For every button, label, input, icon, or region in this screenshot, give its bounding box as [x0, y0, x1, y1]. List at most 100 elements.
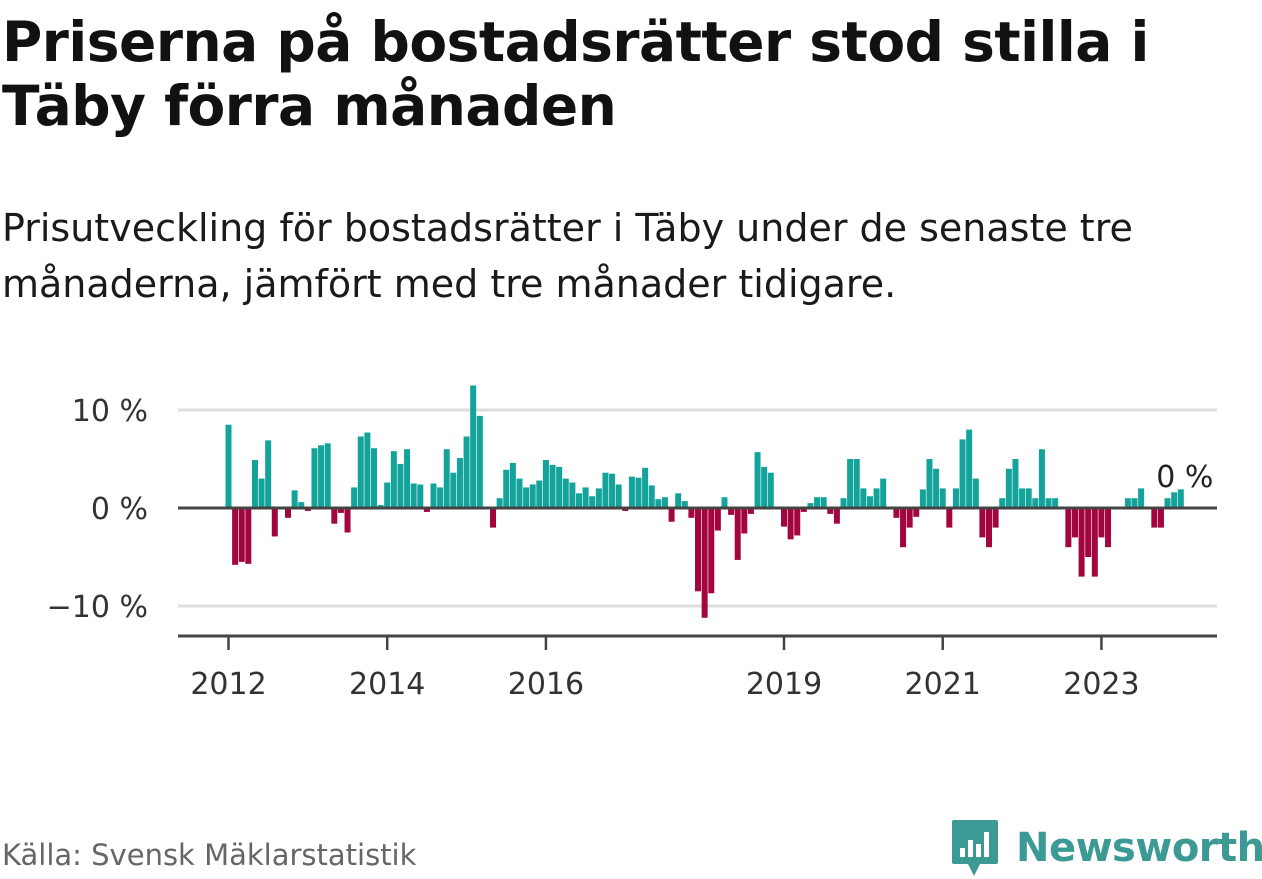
bar [767, 472, 774, 508]
source-note: Källa: Svensk Mäklarstatistik [2, 838, 417, 872]
bar [853, 459, 860, 508]
bar [357, 436, 364, 508]
bar [926, 459, 933, 508]
brand-logo[interactable]: Newsworthy [950, 818, 1262, 878]
bar [741, 508, 748, 534]
bar [437, 487, 444, 508]
bar [1038, 449, 1045, 508]
bar [933, 468, 940, 508]
bar [476, 415, 483, 508]
bar [714, 508, 721, 531]
y-tick-label: 0 % [91, 492, 148, 527]
bar [582, 487, 589, 508]
bar [1177, 489, 1184, 508]
bar [807, 503, 814, 508]
bar [1078, 508, 1085, 577]
bar [1131, 498, 1138, 508]
bar [509, 462, 516, 508]
newsworthy-logo-icon [952, 820, 998, 876]
bar [1164, 498, 1171, 508]
bar [556, 466, 563, 508]
bar [615, 484, 622, 508]
bar [410, 483, 417, 508]
bar [966, 429, 973, 508]
x-tick-label: 2023 [1063, 667, 1139, 702]
bar [939, 488, 946, 508]
bar [285, 508, 292, 518]
brand-name: Newsworthy [1016, 825, 1262, 871]
bar [430, 483, 437, 508]
bar [701, 508, 708, 618]
bar [364, 432, 371, 508]
bar [384, 482, 391, 508]
bar [337, 508, 344, 513]
bar [1091, 508, 1098, 577]
x-tick-label: 2016 [508, 667, 584, 702]
last-value-label: 0 % [1156, 460, 1213, 495]
bar [794, 508, 801, 536]
bar [820, 497, 827, 508]
bar [800, 508, 807, 512]
bar [238, 508, 245, 562]
bar [642, 467, 649, 508]
bar [1157, 508, 1164, 528]
chart-title: Priserna på bostadsrätter stod stilla i … [2, 10, 1149, 138]
bar [463, 436, 470, 508]
bar [979, 508, 986, 538]
bar [688, 508, 695, 518]
bar [668, 508, 675, 522]
bar [298, 502, 305, 508]
x-tick-label: 2014 [349, 667, 425, 702]
bar [1171, 492, 1178, 508]
bar [516, 478, 523, 508]
bar [1071, 508, 1078, 538]
bar [271, 508, 278, 537]
bar [450, 472, 457, 508]
y-tick-label: 10 % [72, 394, 148, 429]
bar [443, 449, 450, 508]
bar [1151, 508, 1158, 528]
bar [529, 484, 536, 508]
bar [1019, 488, 1026, 508]
bar [873, 488, 880, 508]
bar [245, 508, 252, 564]
y-tick-label: −10 % [47, 590, 148, 625]
bar [900, 508, 907, 548]
bar [999, 498, 1006, 508]
bar [503, 469, 510, 508]
bar [906, 508, 913, 528]
bar [225, 424, 232, 508]
bar [609, 473, 616, 508]
bar [490, 508, 497, 528]
bar [734, 508, 741, 560]
bar [602, 472, 609, 508]
bar [681, 501, 688, 508]
bar [1098, 508, 1105, 538]
bar [761, 466, 768, 508]
bar [787, 508, 794, 540]
bar [331, 508, 338, 524]
bar [781, 508, 787, 527]
bar [324, 443, 331, 508]
bar [496, 498, 503, 508]
bar [390, 451, 397, 508]
bar [1045, 498, 1052, 508]
bar [417, 484, 424, 508]
bar [1105, 508, 1112, 548]
bar [661, 497, 668, 508]
x-tick-label: 2019 [746, 667, 822, 702]
bar [972, 478, 979, 508]
bar [1138, 488, 1145, 508]
bar [840, 498, 847, 508]
bar [952, 488, 959, 508]
bar [291, 490, 298, 508]
bar [728, 508, 735, 515]
bar [833, 508, 840, 524]
bar [536, 480, 543, 508]
bar [1065, 508, 1072, 548]
bar [589, 496, 596, 508]
bar [721, 497, 728, 508]
bar [569, 482, 576, 508]
bar [827, 508, 834, 514]
bar [251, 459, 258, 508]
